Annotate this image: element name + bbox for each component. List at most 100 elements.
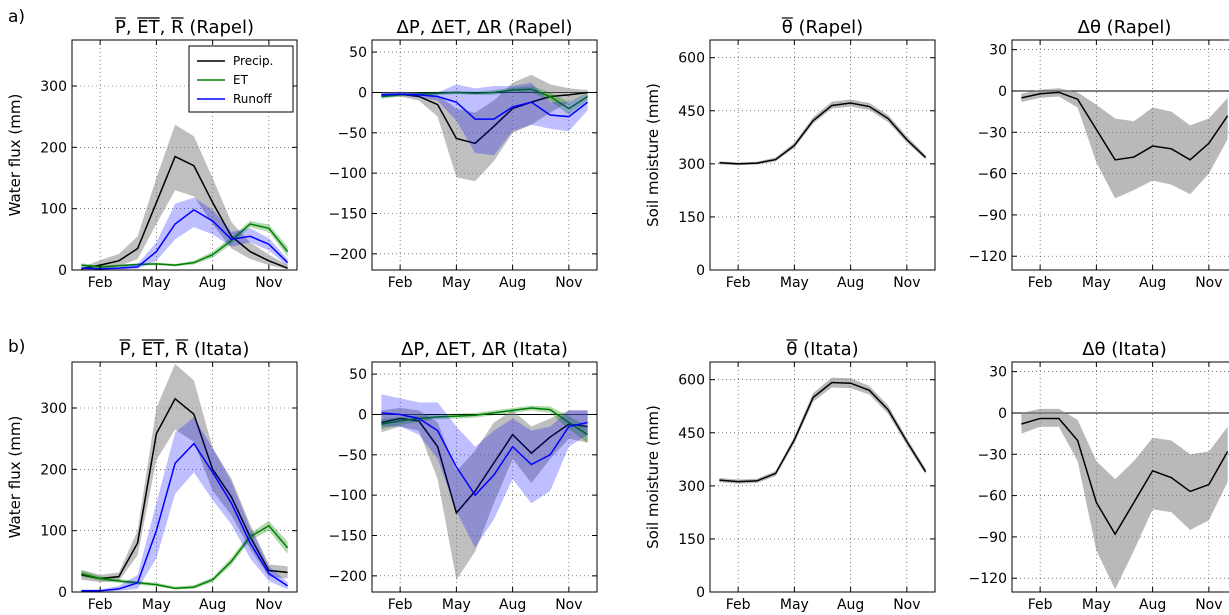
y-tick-label: −120: [969, 571, 1007, 587]
x-tick-label: Nov: [255, 597, 282, 613]
plot-area: [1021, 88, 1229, 199]
chart-title: P, ET, R (Itata): [120, 339, 250, 360]
x-tick-label: Nov: [893, 275, 920, 291]
y-tick-label: 50: [349, 45, 367, 61]
x-tick-label: May: [780, 275, 809, 291]
x-tick-label: Aug: [837, 275, 864, 291]
plot-frame: [71, 361, 298, 593]
x-tick-label: Aug: [499, 275, 526, 291]
plot-area: [719, 99, 927, 166]
chart-panel-a4: Feb May Aug Nov −120 −90 −60 −30 0 30 Δθ (Rapel): [969, 17, 1229, 291]
y-tick-label: −90: [977, 530, 1007, 546]
chart-panel-b2: Feb May Aug Nov −200 −150 −100 −50 0 50 ΔP, ΔET, Δ…: [329, 339, 598, 613]
band-runoff-b2: [381, 394, 588, 548]
series-line-precip-b1: [81, 397, 288, 580]
plot-frame: [1011, 39, 1229, 271]
x-tick-label: Aug: [199, 597, 226, 613]
x-tick-label: Feb: [388, 275, 413, 291]
x-tick-label: May: [442, 275, 471, 291]
x-tick-label: Feb: [1028, 275, 1053, 291]
y-tick-label: −150: [329, 207, 367, 223]
y-tick-label: 300: [678, 157, 705, 173]
grid: [710, 40, 935, 271]
chart-panel-b4: Feb May Aug Nov −120 −90 −60 −30 0 30 Δθ (Itata): [969, 339, 1229, 613]
band--b4: [1021, 408, 1228, 590]
legend-entry: Runoff: [233, 92, 272, 106]
chart-title: θ (Itata): [786, 339, 858, 360]
x-tick-label: May: [142, 597, 171, 613]
y-tick-label: 100: [40, 524, 67, 540]
grid: [710, 362, 935, 593]
y-tick-label: −90: [977, 208, 1007, 224]
y-tick-label: −60: [977, 489, 1007, 505]
plot-frame: [371, 361, 598, 593]
y-tick-label: 200: [40, 140, 67, 156]
y-tick-label: −200: [329, 569, 367, 585]
chart-title: Δθ (Itata): [1082, 339, 1167, 360]
band-et-b2: [381, 405, 588, 443]
y-tick-label: 300: [678, 479, 705, 495]
y-tick-label: −100: [329, 166, 367, 182]
x-tick-label: May: [142, 275, 171, 291]
chart-panel-b1: Feb May Aug Nov 0 100 200 300 P, ET, R (Itata) Wa…: [6, 339, 298, 613]
plot-frame: [71, 39, 298, 271]
x-tick-label: Nov: [893, 597, 920, 613]
x-tick-label: Feb: [388, 597, 413, 613]
series-line--b3: [719, 381, 927, 483]
x-tick-label: Aug: [1139, 597, 1166, 613]
legend-entry: Precip.: [233, 54, 273, 68]
row-label-a: a): [8, 7, 25, 27]
y-tick-label: 200: [40, 462, 67, 478]
x-tick-label: Nov: [1195, 275, 1222, 291]
chart-panel-a3: Feb May Aug Nov 0 150 300 450 600 θ (Rapel) Soil m…: [644, 17, 936, 291]
row-label-b: b): [8, 337, 25, 357]
series-line-precip-b2: [381, 417, 588, 515]
series-line-runoff-a2: [381, 93, 589, 120]
band-precip-a1: [81, 124, 288, 270]
band--b3: [719, 377, 926, 484]
series-line--a4: [1021, 91, 1229, 161]
y-tick-label: −50: [337, 126, 367, 142]
y-tick-label: 0: [696, 263, 705, 279]
band-runoff-b1: [81, 417, 288, 592]
series-line-et-a1: [81, 223, 289, 268]
plot-area: [381, 394, 589, 580]
chart-title: θ (Rapel): [782, 17, 863, 38]
x-tick-label: Feb: [726, 275, 751, 291]
chart-panel-b3: Feb May Aug Nov 0 150 300 450 600 θ (Itata) Soil m…: [644, 339, 936, 613]
series-line--b4: [1021, 417, 1229, 536]
y-tick-label: 450: [678, 426, 705, 442]
plot-area: [1021, 408, 1229, 590]
y-tick-label: −50: [337, 448, 367, 464]
series-line-et-b2: [381, 407, 589, 436]
y-tick-label: 30: [989, 365, 1007, 381]
x-tick-label: Feb: [88, 275, 113, 291]
x-tick-label: May: [1082, 275, 1111, 291]
legend-entry: ET: [233, 73, 249, 87]
plot-frame: [371, 39, 598, 271]
y-tick-label: 600: [678, 373, 705, 389]
y-tick-label: 300: [40, 401, 67, 417]
x-tick-label: Feb: [726, 597, 751, 613]
series-line-precip-a2: [381, 91, 588, 145]
x-tick-label: Feb: [88, 597, 113, 613]
y-tick-label: 100: [40, 202, 67, 218]
y-tick-label: 0: [58, 585, 67, 601]
y-axis-label: Soil moisture (mm): [644, 83, 662, 227]
x-tick-label: May: [780, 597, 809, 613]
x-tick-label: Nov: [1195, 597, 1222, 613]
band--a3: [719, 99, 926, 166]
x-tick-label: Nov: [555, 597, 582, 613]
chart-title: Δθ (Rapel): [1078, 17, 1172, 38]
chart-panel-a1: Feb May Aug Nov 0 100 200 300 P, ET, R (Rapel) Wa…: [6, 17, 298, 291]
y-tick-label: 150: [678, 210, 705, 226]
y-tick-label: 300: [40, 79, 67, 95]
x-tick-label: Nov: [555, 275, 582, 291]
y-tick-label: 0: [998, 84, 1007, 100]
y-axis-label: Water flux (mm): [6, 416, 24, 539]
y-tick-label: −30: [977, 125, 1007, 141]
x-tick-label: Aug: [837, 597, 864, 613]
chart-panel-a2: Feb May Aug Nov −200 −150 −100 −50 0 50 ΔP, ΔET, Δ…: [329, 17, 598, 291]
